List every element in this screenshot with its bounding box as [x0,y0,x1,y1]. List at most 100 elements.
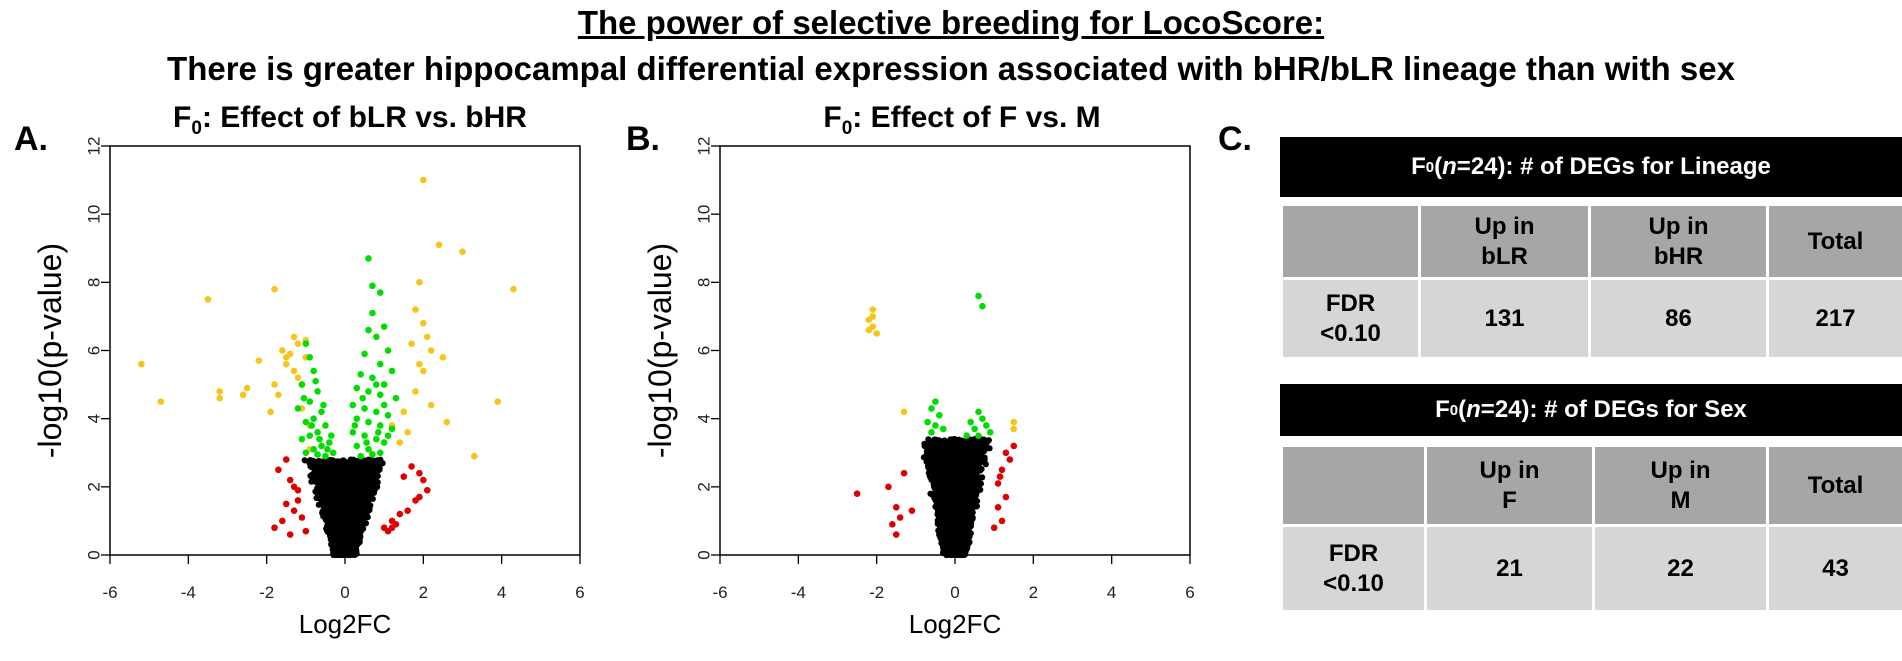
data-point [423,486,431,494]
data-point [318,442,325,450]
point-ns [322,481,329,488]
data-point [400,408,408,416]
data-point [316,435,323,443]
nonsignificant-points [301,456,386,559]
data-point [243,384,251,392]
point-ns [357,525,364,533]
data-point [308,422,316,429]
data-point [282,360,290,368]
data-point [361,432,368,440]
data-point [494,398,502,405]
data-point [302,340,310,347]
data-point [361,405,368,412]
point-ns [339,471,346,479]
data-point [157,398,165,405]
data-point [326,439,333,446]
point-ns [351,540,358,547]
data-point [290,483,298,491]
data-point [369,309,376,317]
data-point [365,418,372,426]
y-axis-label: -log10(p-value) [32,243,68,458]
data-point [271,381,278,388]
point-ns [341,498,348,505]
data-point [290,367,298,375]
data-point [320,401,327,409]
data-point [353,415,361,422]
data-point [392,394,400,402]
data-point [443,418,451,426]
data-point [388,517,396,525]
data-point [412,306,419,313]
data-point [302,527,310,535]
data-point [349,401,357,409]
data-point [255,357,263,365]
data-point [380,323,388,330]
series-0 [138,176,517,460]
point-ns [353,519,361,526]
point-ns [351,510,359,517]
data-point [373,408,380,416]
data-point [275,391,282,399]
x-tick-label: -4 [791,583,806,602]
data-point [294,497,302,504]
data-point [380,381,388,388]
y-tick-label: 4 [85,414,104,423]
point-ns [330,547,337,554]
data-point [412,388,419,395]
data-point [384,432,392,440]
data-point [363,439,370,446]
x-tick-label: -2 [869,583,884,602]
data-point [286,350,294,358]
data-point [408,463,415,470]
point-ns [327,504,334,511]
point-ns [318,476,325,484]
y-tick-label: 6 [85,346,104,355]
data-point [282,500,290,508]
y-tick-label: 4 [695,414,714,423]
data-point [282,456,290,463]
point-ns [345,488,353,495]
point-ns [316,491,324,498]
point-ns [344,482,351,489]
data-point [376,449,384,457]
data-point [322,452,329,460]
point-ns [968,495,975,502]
data-point [396,439,404,446]
data-point [216,388,223,395]
data-point [294,340,302,347]
data-point [416,493,423,501]
x-tick-label: 0 [950,583,959,602]
data-point [306,432,314,440]
data-point [357,452,364,460]
data-point [204,296,212,303]
data-point [290,333,298,341]
nonsignificant-points [920,436,993,559]
data-point [459,248,466,255]
data-point [380,439,388,446]
point-ns [330,485,337,492]
data-point [294,405,302,412]
x-tick-label: 4 [1107,583,1116,602]
point-ns [329,522,336,529]
point-ns [360,484,367,492]
data-point [365,326,372,334]
data-point [420,176,427,184]
data-point [357,371,364,378]
point-ns [338,532,345,539]
point-ns [362,509,369,516]
data-point [353,442,361,450]
data-point [510,285,517,293]
data-point [314,429,321,436]
data-point [300,394,308,402]
point-ns [377,456,384,463]
data-point [388,425,396,433]
data-point [380,401,388,409]
figure-title-line2: There is greater hippocampal differentia… [167,50,1735,87]
data-point [416,469,423,477]
x-tick-label: 2 [419,583,428,602]
point-ns [346,461,354,468]
point-ns [352,535,359,542]
data-point [400,473,408,480]
point-ns [320,502,327,509]
